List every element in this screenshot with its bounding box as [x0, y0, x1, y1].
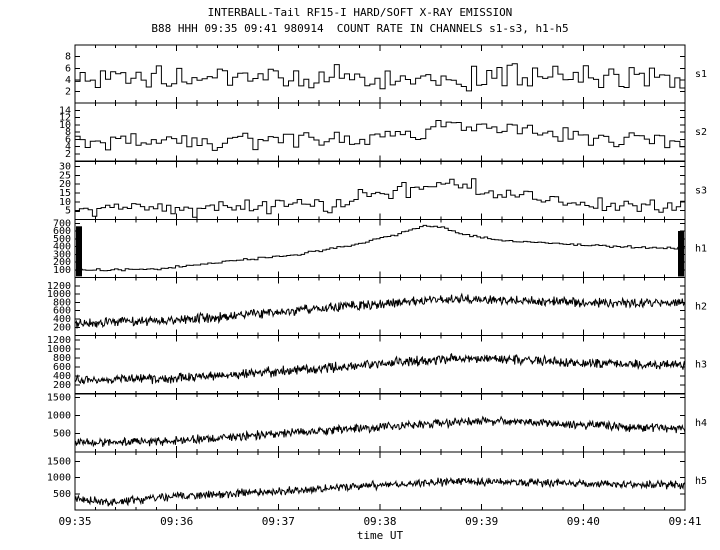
y-tick-label: 1000 [47, 473, 71, 484]
y-tick-label: 1500 [47, 392, 71, 403]
panel-frame [74, 393, 686, 453]
y-tick-label: 500 [53, 234, 71, 245]
y-tick-label: 600 [53, 226, 71, 237]
x-tick-label: 09:36 [160, 515, 193, 528]
panel-h4: 500 1000 1500 h4 [47, 392, 707, 453]
y-tick-label: 300 [53, 249, 71, 260]
x-axis-title: time UT [357, 529, 404, 542]
y-tick-label: 2 [65, 149, 71, 160]
panel-ticks [74, 451, 686, 510]
y-tick-label: 400 [53, 371, 71, 382]
panel-ticks [74, 393, 686, 452]
chart-subtitle: B88 HHH 09:35 09:41 980914 COUNT RATE IN… [151, 22, 569, 35]
y-tick-label: 5 [65, 206, 71, 217]
y-tick-label: 700 [53, 218, 71, 229]
panel-label: s3 [695, 185, 707, 196]
y-tick-label: 400 [53, 314, 71, 325]
x-tick-label: 09:38 [363, 515, 396, 528]
panel-ticks [74, 335, 686, 394]
panel-ticks [74, 103, 686, 162]
y-tick-label: 6 [65, 63, 71, 74]
panel-label: h5 [695, 476, 707, 487]
y-tick-label: 25 [59, 170, 71, 181]
y-tick-label: 10 [59, 120, 71, 131]
y-tick-label: 1200 [47, 335, 71, 346]
y-tick-label: 10 [59, 197, 71, 208]
y-tick-label: 800 [53, 297, 71, 308]
x-tick-label: 09:40 [567, 515, 600, 528]
chart-title: INTERBALL-Tail RF15-I HARD/SOFT X-RAY EM… [207, 6, 513, 19]
y-tick-label: 14 [59, 105, 71, 116]
y-tick-label: 1000 [47, 344, 71, 355]
y-tick-label: 400 [53, 242, 71, 253]
y-tick-label: 200 [53, 380, 71, 391]
y-tick-label: 20 [59, 179, 71, 190]
panel-ticks [74, 277, 686, 336]
trace-h5 [74, 476, 686, 507]
trace-s1 [75, 63, 685, 92]
panel-label: s1 [695, 69, 707, 80]
y-tick-label: 12 [59, 113, 71, 124]
x-tick-label: 09:41 [668, 515, 701, 528]
y-tick-label: 30 [59, 162, 71, 173]
trace-s2 [75, 120, 685, 151]
y-tick-label: 500 [53, 489, 71, 500]
saturation-bar-right [678, 231, 684, 277]
panel-ticks [74, 161, 686, 220]
panel-label: h4 [695, 418, 707, 429]
panel-frame [74, 335, 686, 395]
panel-label: h2 [695, 302, 707, 313]
y-tick-label: 100 [53, 265, 71, 276]
x-tick-label: 09:39 [465, 515, 498, 528]
y-tick-label: 600 [53, 362, 71, 373]
y-tick-label: 600 [53, 306, 71, 317]
x-tick-label: 09:35 [58, 515, 91, 528]
y-tick-label: 8 [65, 127, 71, 138]
panel-label: s2 [695, 127, 707, 138]
y-tick-label: 200 [53, 257, 71, 268]
panel-label: h1 [695, 243, 707, 254]
y-tick-label: 1000 [47, 289, 71, 300]
y-tick-label: 6 [65, 135, 71, 146]
panel-frame [74, 277, 686, 337]
trace-s3 [75, 178, 685, 218]
trace-h3 [74, 352, 686, 385]
panel-h5: 500 1000 1500 h5 [47, 451, 707, 511]
y-tick-label: 2 [65, 87, 71, 98]
panel-frame [74, 44, 686, 104]
x-tick-label: 09:37 [262, 515, 295, 528]
y-tick-label: 4 [65, 75, 71, 86]
y-tick-label: 500 [53, 429, 71, 440]
y-tick-label: 200 [53, 322, 71, 333]
trace-h4 [74, 415, 686, 448]
trace-h1 [75, 224, 685, 272]
panel-label: h3 [695, 360, 707, 371]
saturation-bar-left [76, 226, 82, 277]
trace-h2 [74, 292, 686, 329]
y-tick-label: 1000 [47, 411, 71, 422]
panel-frame [74, 102, 686, 162]
y-tick-label: 4 [65, 142, 71, 153]
y-tick-label: 800 [53, 353, 71, 364]
y-tick-label: 1500 [47, 457, 71, 468]
y-tick-label: 1200 [47, 281, 71, 292]
panel-ticks [74, 45, 686, 104]
y-tick-label: 8 [65, 52, 71, 63]
y-tick-label: 15 [59, 188, 71, 199]
panel-frame [74, 451, 686, 511]
